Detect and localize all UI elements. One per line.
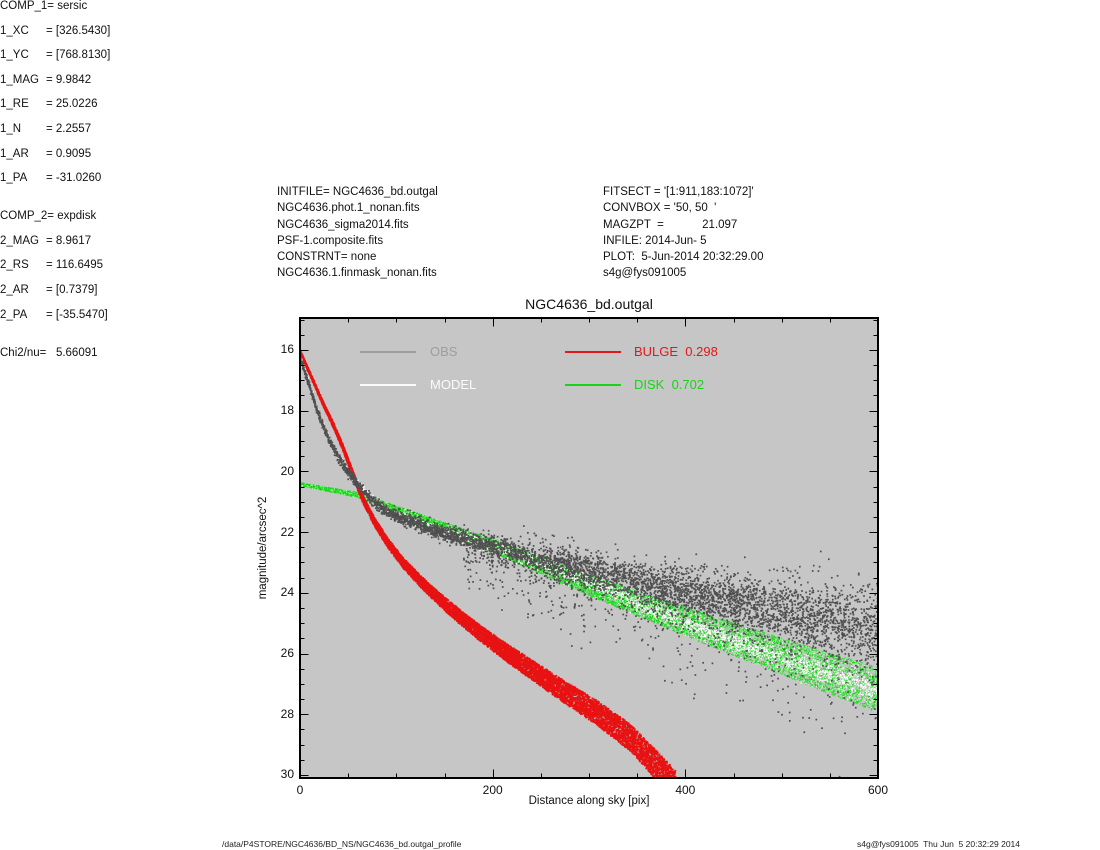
fit-param-row: 1_YC = [768.8130] xyxy=(0,49,180,74)
x-tick-label: 200 xyxy=(482,783,503,797)
plot-title: NGC4636_bd.outgal xyxy=(525,296,653,312)
legend-label-obs: OBS xyxy=(430,344,458,359)
fit-param-row: 2_MAG = 8.9617 xyxy=(0,235,180,260)
fit-param-key: COMP_2 xyxy=(0,210,48,223)
fit-param-row: 2_PA = [-35.5470] xyxy=(0,309,180,334)
legend-label-disk: DISK 0.702 xyxy=(634,377,705,392)
fit-param-value: = 116.6495 xyxy=(46,259,104,272)
header-left-line: PSF-1.composite.fits xyxy=(277,234,384,247)
y-tick-label: 28 xyxy=(280,706,294,721)
header-center-line: PLOT: 5-Jun-2014 20:32:29.00 xyxy=(603,251,764,264)
legend-swatch-disk xyxy=(565,384,621,386)
header-center-line: MAGZPT = 21.097 xyxy=(603,218,738,231)
fit-param-row: 1_N = 2.2557 xyxy=(0,123,180,148)
plot-area: OBS MODEL BULGE 0.298 DISK 0.702 xyxy=(299,317,879,779)
header-center-line: INFILE: 2014-Jun- 5 xyxy=(603,234,707,247)
fit-param-key: 1_PA xyxy=(0,172,28,185)
fit-param-row: 1_AR = 0.9095 xyxy=(0,148,180,173)
header-fit-params-block: COMP_1 = sersic 1_XC = [326.5430] 1_YC = [768… xyxy=(0,0,180,371)
footer-user-timestamp: s4g@fys091005 Thu Jun 5 20:32:29 2014 xyxy=(856,839,1020,849)
x-tick-label: 600 xyxy=(867,783,889,797)
y-tick-label: 16 xyxy=(280,342,294,357)
header-left-line: NGC4636.phot.1_nonan.fits xyxy=(277,202,420,215)
fit-param-gap xyxy=(0,197,180,211)
fit-param-value: = [-35.5470] xyxy=(46,308,108,321)
fit-param-row: 1_RE = 25.0226 xyxy=(0,98,180,123)
fit-param-row: 1_MAG = 9.9842 xyxy=(0,74,180,99)
y-tick-label: 22 xyxy=(280,524,294,539)
y-tick-label: 18 xyxy=(280,403,294,418)
fit-param-key: Chi2/nu= xyxy=(0,346,47,359)
legend-swatch-model xyxy=(360,384,416,386)
fit-param-value: = sersic xyxy=(47,0,88,12)
x-tick-label: 400 xyxy=(675,783,696,797)
y-tick-label: 20 xyxy=(280,463,294,478)
y-axis-label: magnitude/arcsec^2 xyxy=(257,496,269,600)
header-fit-settings-block: FITSECT = '[1:911,183:1072]' CONVBOX = '5… xyxy=(603,184,763,282)
fit-param-key: 2_PA xyxy=(0,308,28,321)
fit-param-row: 2_RS = 116.6495 xyxy=(0,259,180,284)
fit-param-value: = expdisk xyxy=(47,210,97,223)
header-center-line: s4g@fys091005 xyxy=(603,267,687,280)
fit-param-key: 1_MAG xyxy=(0,73,39,86)
fit-param-key: 1_RE xyxy=(0,98,29,111)
header-left-line: CONSTRNT= none xyxy=(277,251,377,264)
fit-param-key: 2_RS xyxy=(0,259,29,272)
fit-param-row: COMP_2 = expdisk xyxy=(0,210,180,235)
fit-param-row: 1_XC = [326.5430] xyxy=(0,25,180,50)
fit-param-value: = 8.9617 xyxy=(46,234,92,247)
legend-label-model: MODEL xyxy=(430,377,477,392)
fit-param-value: = [0.7379] xyxy=(46,284,98,297)
fit-param-row: 2_AR = [0.7379] xyxy=(0,284,180,309)
fit-param-key: 2_AR xyxy=(0,284,29,297)
fit-param-gap xyxy=(0,333,180,347)
fit-param-value: = 0.9095 xyxy=(46,147,92,160)
x-tick-label: 0 xyxy=(296,783,304,797)
legend-swatch-obs xyxy=(360,351,416,353)
fit-param-key: 2_MAG xyxy=(0,234,39,247)
footer-file-path: /data/P4STORE/NGC4636/BD_NS/NGC4636_bd.o… xyxy=(222,839,462,849)
header-center-line: CONVBOX = '50, 50 ' xyxy=(603,202,717,215)
fit-param-row: COMP_1 = sersic xyxy=(0,0,180,25)
fit-param-key: 1_XC xyxy=(0,24,29,37)
y-tick-label: 30 xyxy=(280,767,294,782)
fit-param-value: = 9.9842 xyxy=(46,73,92,86)
fit-param-row: 1_PA = -31.0260 xyxy=(0,172,180,197)
fit-param-value: = 25.0226 xyxy=(46,98,98,111)
header-left-line: INITFILE= NGC4636_bd.outgal xyxy=(277,186,438,198)
header-center-line: FITSECT = '[1:911,183:1072]' xyxy=(603,186,754,198)
profile-plot-canvas xyxy=(300,318,878,778)
legend-label-bulge: BULGE 0.298 xyxy=(634,344,718,359)
fit-param-key: COMP_1 xyxy=(0,0,48,12)
fit-param-value: = -31.0260 xyxy=(46,172,102,185)
fit-param-value: = [768.8130] xyxy=(46,49,111,62)
fit-param-key: 1_YC xyxy=(0,49,29,62)
fit-param-key: 1_N xyxy=(0,122,22,135)
header-left-line: NGC4636.1.finmask_nonan.fits xyxy=(277,267,437,280)
y-tick-label: 26 xyxy=(280,646,294,660)
fit-param-value: = 2.2557 xyxy=(46,122,92,135)
header-left-line: NGC4636_sigma2014.fits xyxy=(277,218,409,231)
fit-param-value: = [326.5430] xyxy=(46,24,111,37)
y-tick-label: 24 xyxy=(280,585,294,600)
legend-swatch-bulge xyxy=(565,351,621,353)
fit-param-value: 5.66091 xyxy=(46,346,98,359)
fit-param-key: 1_AR xyxy=(0,147,29,160)
fit-param-row: Chi2/nu= 5.66091 xyxy=(0,347,180,372)
x-axis-label: Distance along sky [pix] xyxy=(528,795,650,807)
header-input-files-block: INITFILE= NGC4636_bd.outgal NGC4636.phot.… xyxy=(277,184,438,282)
